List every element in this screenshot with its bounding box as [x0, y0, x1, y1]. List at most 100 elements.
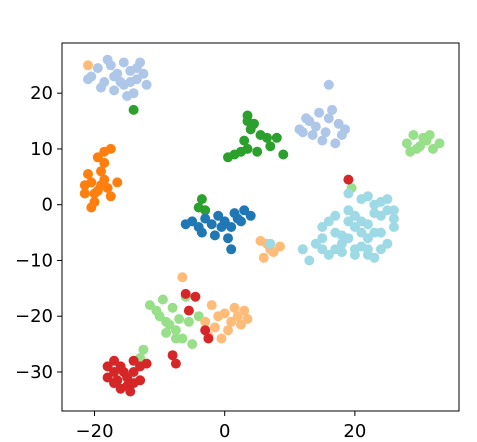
scatter-point-s5-22	[177, 272, 188, 283]
scatter-point-s2-11	[252, 146, 263, 157]
scatter-point-s3-13	[161, 327, 172, 338]
scatter-point-s1-6	[96, 166, 106, 177]
scatter-point-s6-44	[362, 244, 373, 255]
scatter-point-s5-18	[258, 252, 269, 263]
scatter-point-s0-25	[333, 118, 344, 129]
scatter-point-s0-36	[340, 124, 351, 135]
scatter-point-s7-10	[102, 361, 113, 372]
scatter-point-s6-0	[317, 222, 328, 232]
scatter-point-s7-12	[125, 386, 136, 397]
scatter-point-s3-18	[167, 302, 178, 313]
scatter-point-s7-3	[128, 367, 139, 377]
scatter-point-s6-45	[265, 238, 276, 249]
scatter-point-s0-17	[118, 57, 129, 68]
y-tick-label: 10	[30, 139, 53, 160]
scatter-point-s0-1	[92, 63, 103, 74]
scatter-point-s6-11	[388, 222, 399, 232]
y-axis: −30 −20 −10 0 10 20	[15, 83, 62, 383]
scatter-point-s1-13	[79, 180, 90, 191]
scatter-point-s6-26	[362, 219, 373, 230]
scatter-point-s6-34	[336, 230, 347, 241]
scatter-point-s6-16	[330, 210, 341, 221]
scatter-point-s7-21	[180, 288, 191, 299]
scatter-point-s7-0	[343, 174, 354, 185]
scatter-point-s5-8	[223, 325, 233, 336]
scatter-point-s2-4	[239, 135, 250, 146]
scatter-point-s1-17	[99, 157, 110, 168]
scatter-point-s1-0	[79, 188, 90, 199]
scatter-point-s5-12	[242, 314, 253, 324]
scatter-point-s2-18	[200, 205, 211, 216]
scatter-point-s5-5	[232, 311, 243, 322]
scatter-point-s6-31	[369, 208, 380, 219]
scatter-point-s5-13	[200, 316, 211, 327]
scatter-point-s0-35	[327, 104, 338, 115]
scatter-point-s0-13	[128, 88, 139, 99]
scatter-point-s0-20	[125, 77, 136, 87]
y-tick-label: −30	[15, 362, 53, 383]
scatter-point-s6-21	[304, 255, 315, 266]
scatter-point-s0-8	[138, 68, 149, 79]
scatter-point-s7-18	[128, 355, 139, 366]
scatter-point-s2-15	[278, 149, 289, 160]
scatter-point-s5-11	[216, 333, 227, 344]
scatter-point-s4-8	[196, 227, 207, 238]
scatter-point-s5-19	[255, 235, 266, 246]
scatter-point-s7-22	[190, 291, 201, 302]
scatter-point-s6-36	[362, 191, 373, 202]
scatter-point-s5-3	[219, 308, 230, 319]
scatter-point-s4-3	[206, 219, 217, 230]
scatter-point-s3-1	[408, 130, 419, 140]
scatter-point-s0-27	[307, 130, 318, 140]
scatter-point-s6-8	[336, 238, 347, 249]
y-tick-label: 20	[30, 83, 53, 104]
scatter-point-s6-37	[375, 196, 386, 207]
scatter-point-s6-19	[375, 244, 386, 255]
scatter-point-s0-19	[109, 71, 120, 82]
scatter-point-s0-9	[109, 85, 120, 96]
scatter-point-s6-29	[343, 216, 354, 227]
scatter-point-s2-8	[223, 152, 233, 163]
scatter-point-s6-35	[349, 249, 360, 260]
scatter-point-s0-16	[141, 79, 152, 90]
scatter-point-s6-23	[317, 244, 328, 255]
scatter-point-s3-19	[144, 300, 155, 311]
scatter-point-s6-18	[362, 233, 373, 244]
scatter-point-s0-34	[310, 121, 321, 132]
scatter-point-s0-31	[317, 135, 328, 146]
scatter-point-s7-16	[109, 355, 120, 366]
scatter-point-s7-8	[135, 375, 146, 386]
scatter-point-s1-9	[86, 202, 97, 213]
scatter-point-s4-10	[223, 233, 233, 244]
scatter-point-s7-23	[183, 305, 194, 316]
scatter-point-s5-1	[206, 300, 217, 311]
scatter-point-s2-13	[249, 118, 259, 129]
scatter-point-s3-20	[161, 316, 172, 327]
scatter-point-s3-14	[170, 325, 181, 336]
scatter-point-s3-7	[434, 138, 445, 149]
scatter-point-s7-11	[112, 375, 123, 386]
scatter-point-s2-12	[265, 141, 276, 152]
scatter-point-s0-21	[131, 63, 142, 74]
scatter-point-s5-4	[226, 316, 237, 327]
scatter-point-s6-9	[323, 249, 334, 260]
y-tick-label: −10	[15, 250, 53, 271]
scatter-point-s7-20	[170, 358, 181, 369]
scatter-point-s2-10	[242, 143, 253, 154]
scatter-point-s1-14	[112, 177, 123, 188]
scatter-point-s6-5	[382, 238, 393, 249]
y-tick-label: 0	[42, 195, 53, 216]
scatter-point-s0-23	[314, 107, 325, 118]
scatter-point-s3-8	[405, 146, 416, 157]
scatter-point-s6-27	[375, 227, 386, 238]
scatter-point-s0-33	[301, 113, 312, 124]
scatter-point-s6-42	[388, 213, 399, 224]
scatter-point-s3-0	[401, 138, 412, 149]
scatter-point-s0-29	[330, 138, 341, 149]
scatter-point-s6-17	[349, 222, 360, 232]
scatter-point-s5-7	[209, 322, 220, 333]
scatter-point-s4-2	[200, 213, 211, 224]
scatter-point-s6-41	[343, 188, 354, 199]
scatter-point-s3-28	[170, 333, 181, 344]
